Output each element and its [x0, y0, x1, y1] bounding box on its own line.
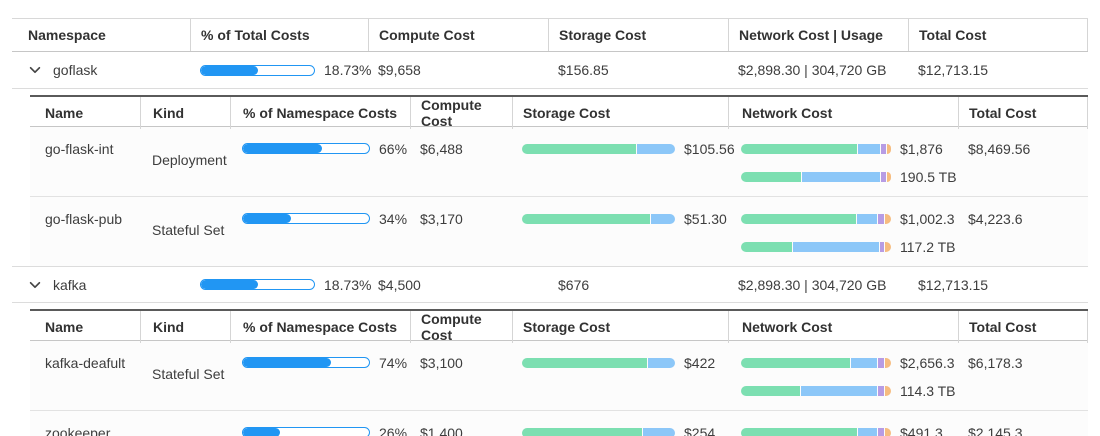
compute-cost-value: $9,658 [378, 62, 421, 78]
total-cost-value: $6,178.3 [968, 354, 1023, 371]
network-usage-bar [741, 241, 891, 252]
col-header-network: Network Cost [728, 97, 958, 129]
col-header-compute: Compute Cost [368, 19, 548, 51]
storage-cost-bar [522, 213, 675, 224]
network-cost-bar [741, 213, 891, 224]
namespace-name: kafka [53, 276, 87, 293]
network-usage-value: 114.3 TB [900, 382, 956, 399]
col-header-compute: Compute Cost [410, 311, 512, 343]
col-header-compute: Compute Cost [410, 97, 512, 129]
network-usage-value: 190.5 TB [900, 168, 957, 185]
col-header-storage: Storage Cost [512, 97, 728, 129]
network-cost-value: $1,876 [900, 140, 943, 157]
workload-header-row: Name Kind % of Namespace Costs Compute C… [30, 311, 1088, 343]
col-header-kind: Kind [140, 97, 230, 129]
workload-name: zookeeper [45, 424, 111, 436]
network-cost-value: $2,656.3 [900, 354, 955, 371]
network-usage-bar [741, 171, 891, 182]
compute-cost-value: $3,100 [420, 354, 463, 371]
col-header-pct-total: % of Total Costs [190, 19, 368, 51]
pct-namespace-bar [242, 213, 370, 224]
network-cost-bar [741, 427, 891, 436]
workload-table-goflask: Name Kind % of Namespace Costs Compute C… [30, 95, 1088, 266]
chevron-down-icon[interactable] [28, 278, 42, 292]
pct-total-bar [200, 279, 315, 290]
namespace-row-goflask[interactable]: goflask 18.73% $9,658 $156.85 $2,898.30 … [12, 52, 1088, 89]
workload-name: kafka-deafult [45, 354, 126, 371]
network-usage-bar [741, 385, 891, 396]
storage-cost-value: $676 [558, 276, 590, 293]
storage-cost-value: $51.30 [684, 210, 727, 227]
total-cost-value: $8,469.56 [968, 140, 1031, 157]
compute-cost-value: $4,500 [378, 276, 421, 293]
network-usage-value: 117.2 TB [900, 238, 956, 255]
network-cost-bar [741, 143, 891, 154]
network-cost-usage-value: $2,898.30 | 304,720 GB [738, 62, 887, 78]
workload-name: go-flask-int [45, 140, 114, 157]
workload-name: go-flask-pub [45, 210, 123, 227]
compute-cost-value: $3,170 [420, 210, 463, 227]
col-header-name: Name [45, 105, 84, 121]
storage-cost-bar [522, 143, 675, 154]
col-header-kind: Kind [140, 311, 230, 343]
workload-row-go-flask-pub: go-flask-pub Stateful Set 34% $3,170 $51… [30, 196, 1088, 266]
pct-total-value: 18.73% [324, 276, 372, 293]
workload-kind: Stateful Set [152, 221, 225, 238]
workload-kind: Deployment [152, 151, 227, 168]
network-cost-bar [741, 357, 891, 368]
col-header-storage: Storage Cost [512, 311, 728, 343]
workload-table-kafka: Name Kind % of Namespace Costs Compute C… [30, 309, 1088, 436]
storage-cost-value: $254 [684, 424, 716, 436]
pct-namespace-value: 26% [379, 424, 408, 436]
total-cost-value: $12,713.15 [918, 62, 989, 78]
workload-row-kafka-deafult: kafka-deafult Stateful Set 74% $3,100 $4… [30, 341, 1088, 410]
pct-namespace-value: 66% [379, 140, 408, 157]
col-header-pct-namespace: % of Namespace Costs [230, 311, 410, 343]
total-cost-value: $4,223.6 [968, 210, 1023, 227]
workload-kind: Stateful Set [152, 365, 225, 382]
pct-total-bar [200, 64, 315, 76]
pct-total-value: 18.73% [324, 62, 372, 78]
network-cost-value: $491.3 [900, 424, 943, 436]
col-header-name: Name [45, 319, 84, 335]
pct-namespace-bar [242, 357, 370, 368]
namespace-name: goflask [53, 62, 98, 78]
storage-cost-bar [522, 357, 675, 368]
namespace-row-kafka[interactable]: kafka 18.73% $4,500 $676 $2,898.30 | 304… [12, 266, 1088, 303]
pct-namespace-bar [242, 143, 370, 154]
network-cost-value: $1,002.3 [900, 210, 955, 227]
compute-cost-value: $1,400 [420, 424, 463, 436]
workload-header-row: Name Kind % of Namespace Costs Compute C… [30, 97, 1088, 129]
compute-cost-value: $6,488 [420, 140, 463, 157]
storage-cost-value: $105.56 [684, 140, 735, 157]
col-header-namespace: Namespace [28, 27, 106, 43]
col-header-pct-namespace: % of Namespace Costs [230, 97, 410, 129]
storage-cost-value: $422 [684, 354, 716, 371]
col-header-total: Total Cost [958, 311, 1088, 343]
total-cost-value: $12,713.15 [918, 276, 989, 293]
workload-row-zookeeper: zookeeper Stateful Set 26% $1,400 $254 $… [30, 410, 1088, 436]
pct-namespace-bar [242, 427, 370, 436]
storage-cost-value: $156.85 [558, 62, 609, 78]
col-header-network: Network Cost [728, 311, 958, 343]
pct-namespace-value: 34% [379, 210, 408, 227]
network-cost-usage-value: $2,898.30 | 304,720 GB [738, 276, 887, 293]
col-header-network: Network Cost | Usage [728, 19, 908, 51]
col-header-total: Total Cost [908, 19, 1088, 51]
storage-cost-bar [522, 427, 675, 436]
chevron-down-icon[interactable] [28, 63, 42, 77]
col-header-total: Total Cost [958, 97, 1088, 129]
cost-table: Namespace % of Total Costs Compute Cost … [12, 18, 1088, 436]
pct-namespace-value: 74% [379, 354, 408, 371]
table-header-row: Namespace % of Total Costs Compute Cost … [12, 19, 1088, 52]
col-header-storage: Storage Cost [548, 19, 728, 51]
total-cost-value: $2,145.3 [968, 424, 1023, 436]
workload-row-go-flask-int: go-flask-int Deployment 66% $6,488 $105.… [30, 127, 1088, 196]
